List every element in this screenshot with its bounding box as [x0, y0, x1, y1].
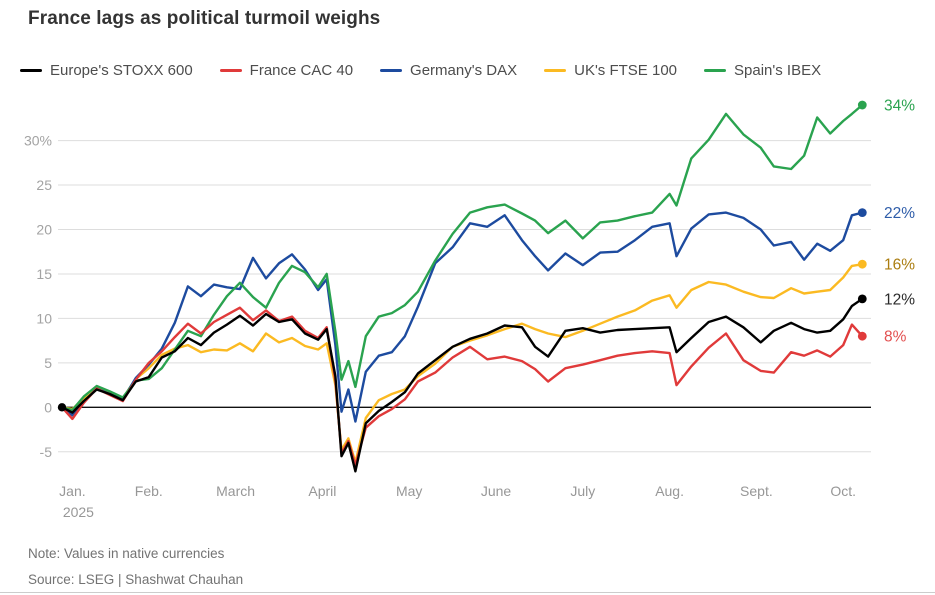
series-line-0 [60, 297, 864, 473]
x-tick-label: Sept. [740, 483, 773, 499]
x-tick-label: March [216, 483, 255, 499]
chart-note: Note: Values in native currencies [28, 546, 225, 561]
x-tick-label: April [308, 483, 336, 499]
series-end-label-4: 34% [884, 98, 915, 115]
series-end-label-3: 16% [884, 257, 915, 274]
x-tick-label: Oct. [830, 483, 856, 499]
legend-label: Germany's DAX [410, 62, 518, 79]
legend-item-4: Spain's IBEX [704, 62, 821, 79]
legend-item-3: UK's FTSE 100 [544, 62, 677, 79]
chart-legend: Europe's STOXX 600 France CAC 40 Germany's… [20, 62, 821, 79]
y-tick-label: 0 [44, 399, 52, 415]
x-tick-sublabel: 2025 [63, 504, 94, 520]
legend-swatch-icon [704, 69, 727, 72]
legend-item-2: Germany's DAX [380, 62, 517, 79]
y-tick-label: 25 [36, 177, 52, 193]
series-start-dot [57, 403, 67, 412]
y-tick-label: 15 [36, 266, 52, 282]
chart-title: France lags as political turmoil weighs [28, 8, 381, 29]
series-end-dot-1 [857, 331, 867, 341]
series-end-dot-4 [857, 100, 867, 110]
series-end-dot-0 [857, 294, 867, 304]
series-line-2 [60, 211, 864, 423]
series-end-label-1: 8% [884, 329, 907, 346]
legend-label: Europe's STOXX 600 [50, 62, 193, 79]
chart-source: Source: LSEG | Shashwat Chauhan [28, 572, 244, 587]
legend-label: Spain's IBEX [734, 62, 822, 79]
legend-swatch-icon [380, 69, 403, 72]
legend-swatch-icon [219, 69, 242, 72]
legend-label: France CAC 40 [249, 62, 354, 79]
legend-swatch-icon [544, 69, 567, 72]
series-end-dot-2 [857, 208, 867, 218]
x-tick-label: Jan. [59, 483, 85, 499]
legend-item-0: Europe's STOXX 600 [20, 62, 193, 79]
series-end-label-0: 12% [884, 291, 915, 308]
series-end-dot-3 [857, 259, 867, 269]
y-tick-label: 5 [44, 355, 52, 371]
series-line-4 [60, 103, 864, 412]
x-tick-label: May [396, 483, 422, 499]
bottom-divider [0, 592, 935, 593]
y-tick-label: 20 [36, 222, 52, 238]
x-tick-label: Aug. [655, 483, 684, 499]
x-tick-label: June [481, 483, 512, 499]
x-tick-label: July [570, 483, 595, 499]
y-tick-label: 10 [36, 310, 52, 326]
series-line-1 [60, 306, 864, 467]
y-tick-label: -5 [40, 444, 53, 460]
legend-label: UK's FTSE 100 [574, 62, 678, 79]
x-tick-label: Feb. [135, 483, 163, 499]
chart-canvas: 30% 25 20 15 10 5 0 -5 Jan. 2025 Feb. March April May… [24, 98, 915, 520]
legend-swatch-icon [20, 69, 42, 72]
series-end-label-2: 22% [884, 205, 915, 222]
legend-item-1: France CAC 40 [219, 62, 354, 79]
y-tick-label: 30% [24, 133, 52, 149]
